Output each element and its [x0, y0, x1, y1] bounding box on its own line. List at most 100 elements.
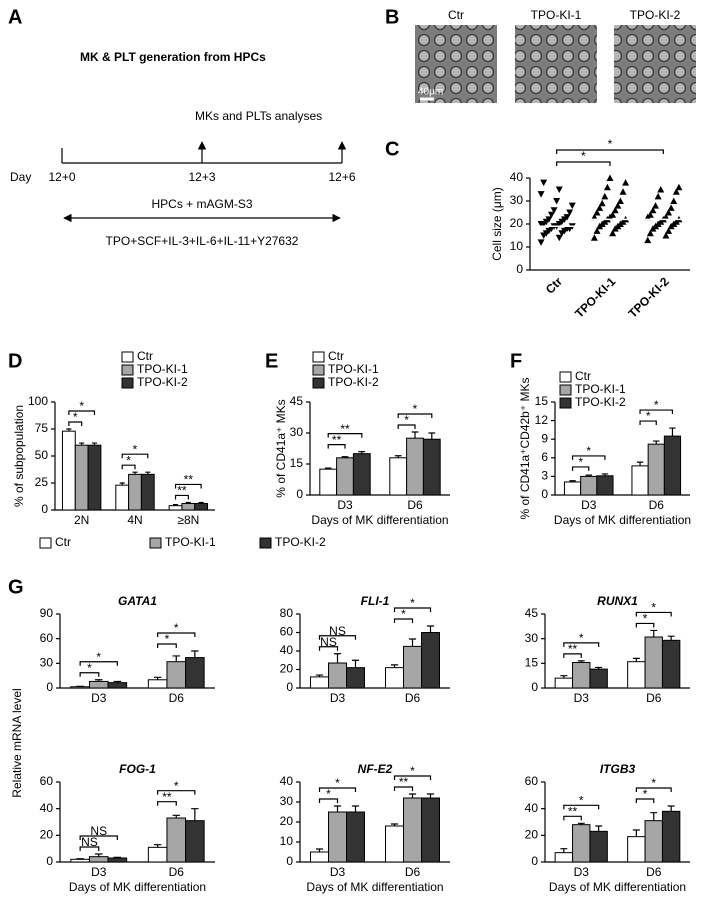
- y-tick-label: 30: [510, 193, 524, 207]
- significance-label: **: [184, 473, 194, 487]
- chart-title: NF-E2: [358, 762, 393, 776]
- y-tick-label: 40: [525, 801, 539, 815]
- legend-label: TPO-KI-1: [575, 382, 626, 396]
- y-tick-label: 50: [35, 448, 49, 462]
- chart-title: ITGB3: [600, 762, 636, 776]
- significance-label: *: [335, 776, 340, 790]
- legend-swatch: [559, 384, 572, 396]
- x-axis-label: Days of MK differentiation: [311, 513, 448, 527]
- x-axis-label: Days of MK differentiation: [549, 880, 686, 894]
- data-point: [662, 213, 670, 221]
- x-tick-label: Ctr: [543, 274, 565, 296]
- significance-label: **: [177, 484, 187, 498]
- x-tick-label: D3: [337, 498, 353, 512]
- scale-bar-label: 40μm: [418, 87, 443, 98]
- panel-label: D: [8, 350, 22, 372]
- data-point: [566, 209, 574, 216]
- data-point: [598, 199, 606, 207]
- significance-label: **: [162, 790, 172, 804]
- bar: [140, 473, 155, 511]
- data-point: [667, 204, 675, 211]
- y-tick-label: 80: [280, 606, 294, 620]
- y-tick-label: 0: [516, 262, 523, 276]
- data-point: [555, 234, 563, 242]
- legend-swatch: [121, 364, 134, 376]
- bar: [406, 437, 424, 496]
- y-tick-label: 10: [510, 239, 524, 253]
- bar: [385, 667, 404, 689]
- y-tick-label: 30: [280, 794, 294, 808]
- significance-bracket: [393, 618, 414, 624]
- error-bar: [145, 471, 151, 475]
- y-axis-label: % of subpopulation: [12, 405, 26, 507]
- significance-bracket: [556, 149, 664, 154]
- error-bar: [595, 666, 603, 670]
- error-bar: [560, 675, 568, 679]
- y-tick-label: 100: [28, 394, 48, 408]
- x-tick-label: D3: [574, 865, 590, 879]
- legend-label: TPO-KI-2: [137, 375, 188, 389]
- bar: [166, 661, 187, 689]
- error-bar: [172, 504, 179, 506]
- bar: [107, 857, 128, 863]
- bar: [421, 797, 440, 863]
- bar: [661, 810, 681, 863]
- data-point: [537, 191, 545, 198]
- legend-label: Ctr: [137, 349, 153, 363]
- bar: [88, 856, 109, 863]
- significance-bracket: [79, 672, 100, 677]
- data-point: [616, 197, 624, 204]
- bar: [644, 820, 663, 863]
- significance-label: *: [579, 794, 584, 808]
- significance-label: *: [326, 787, 331, 801]
- bar: [403, 797, 422, 863]
- y-tick-label: 20: [525, 828, 539, 842]
- legend-label: Ctr: [575, 369, 591, 383]
- day-label: Day: [10, 170, 31, 184]
- significance-label: *: [646, 409, 651, 423]
- data-point: [665, 209, 673, 216]
- significance-label: *: [79, 399, 84, 413]
- significance-label: *: [133, 442, 138, 456]
- error-bar: [426, 625, 435, 633]
- y-tick-label: 30: [290, 425, 304, 439]
- significance-label: *: [581, 149, 586, 163]
- y-tick-label: 10: [280, 834, 294, 848]
- y-tick-label: 20: [40, 828, 54, 842]
- bar: [87, 444, 102, 511]
- bar: [580, 475, 598, 496]
- x-tick-label: D6: [649, 498, 665, 512]
- bar: [647, 443, 665, 496]
- bar: [70, 858, 90, 863]
- significance-label: **: [568, 805, 578, 819]
- significance-bracket: [397, 413, 433, 418]
- legend-swatch: [149, 537, 162, 549]
- error-bar: [595, 825, 603, 832]
- culture: HPCs + mAGM-S3: [151, 197, 252, 211]
- significance-label: *: [87, 661, 92, 675]
- y-tick-label: 60: [525, 774, 539, 788]
- y-tick-label: 20: [280, 662, 294, 676]
- data-point: [593, 209, 601, 216]
- significance-bracket: [635, 622, 655, 628]
- data-point: [555, 186, 563, 193]
- bar: [74, 444, 89, 511]
- significance-bracket: [397, 424, 416, 429]
- panel-label: G: [8, 576, 24, 598]
- significance-label: *: [586, 444, 591, 458]
- data-point: [547, 211, 555, 219]
- x-tick-label: D3: [574, 691, 590, 705]
- error-bar: [113, 680, 122, 683]
- data-point: [537, 239, 545, 246]
- y-tick-label: 20: [510, 216, 524, 230]
- bar: [168, 505, 183, 511]
- day: 12+6: [328, 170, 355, 184]
- data-point: [606, 174, 614, 181]
- y-axis-label: % of CD41a⁺CD42b⁺ MKs: [518, 377, 532, 519]
- data-point: [654, 192, 662, 200]
- significance-label: *: [96, 650, 101, 664]
- legend-label: TPO-KI-2: [275, 535, 326, 549]
- significance-bracket: [318, 646, 339, 651]
- error-bar: [601, 473, 609, 476]
- error-bar: [636, 461, 644, 466]
